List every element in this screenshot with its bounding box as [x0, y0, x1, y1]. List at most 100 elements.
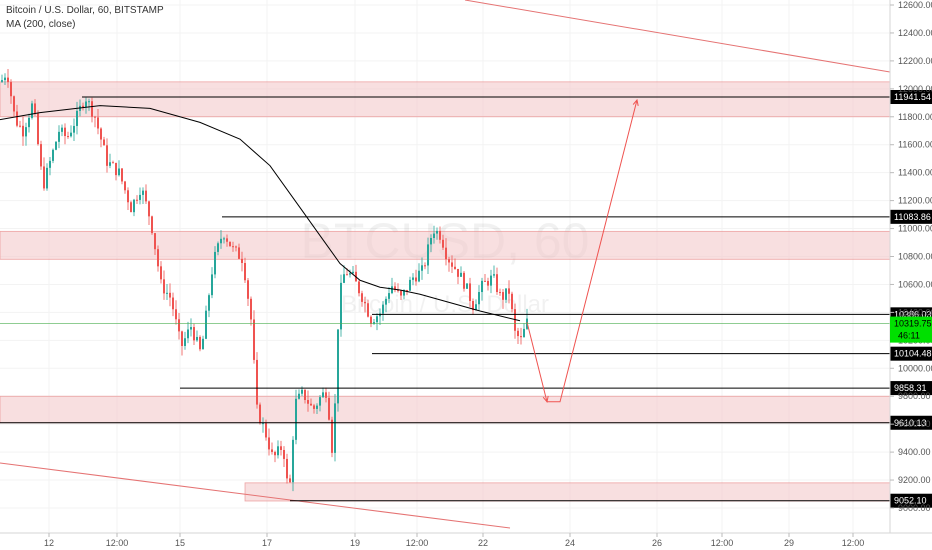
- candle-body: [481, 280, 483, 293]
- candle-body: [202, 338, 204, 350]
- x-tick-label: 12:00: [711, 538, 734, 548]
- x-tick-label: 19: [350, 538, 360, 548]
- candle-body: [310, 403, 312, 406]
- candle-body: [337, 329, 339, 404]
- candle-body: [460, 272, 462, 277]
- upper-trendline: [464, 0, 891, 73]
- candle-body: [124, 181, 126, 191]
- candle-body: [331, 419, 333, 453]
- candle-body: [241, 258, 243, 264]
- candle-body: [109, 162, 111, 166]
- x-tick-label: 12:00: [406, 538, 429, 548]
- y-tick-label: 12600.00: [898, 0, 932, 10]
- current-price-label: 10319.75: [894, 319, 932, 329]
- candle-body: [367, 303, 369, 317]
- candle-body: [259, 404, 261, 424]
- lower-trendline: [0, 462, 511, 529]
- candle-body: [454, 266, 456, 269]
- candle-body: [397, 290, 399, 292]
- candle-body: [169, 292, 171, 298]
- candle-body: [190, 327, 192, 330]
- candle-body: [427, 244, 429, 266]
- candle-body: [394, 286, 396, 291]
- candle-body: [70, 132, 72, 137]
- candle-body: [499, 292, 501, 294]
- candle-body: [307, 400, 309, 404]
- candle-body: [382, 304, 384, 314]
- bar-countdown-label: 46:11: [898, 331, 920, 341]
- x-tick-label: 12:00: [842, 538, 865, 548]
- candle-body: [289, 478, 291, 483]
- candle-body: [49, 160, 51, 168]
- candle-body: [52, 149, 54, 161]
- candle-body: [523, 328, 525, 338]
- candle-body: [313, 405, 315, 409]
- candle-body: [472, 300, 474, 311]
- candle-body: [334, 403, 336, 453]
- candle-body: [127, 190, 129, 203]
- candle-body: [244, 263, 246, 281]
- candle-body: [223, 238, 225, 240]
- candle-body: [448, 259, 450, 263]
- candle-body: [82, 105, 84, 108]
- level-tag: [890, 90, 932, 105]
- candle-body: [442, 239, 444, 248]
- y-tick-label: 10800.00: [898, 252, 932, 262]
- candle-body: [145, 190, 147, 202]
- candle-body: [184, 338, 186, 346]
- candle-body: [64, 127, 66, 137]
- candle-body: [364, 301, 366, 304]
- x-tick-label: 24: [565, 538, 575, 548]
- candle-body: [415, 277, 417, 282]
- candle-body: [469, 283, 471, 301]
- candle-body: [10, 82, 12, 97]
- candle-body: [484, 280, 486, 282]
- candle-body: [136, 199, 138, 201]
- level-tag-label: 10386.03: [894, 309, 932, 319]
- candle-body: [106, 145, 108, 166]
- candle-body: [343, 274, 345, 283]
- price-axis: 12600.00 12400.00 12200.00 12000.00 11800.00…: [889, 0, 932, 533]
- candle-body: [475, 304, 477, 311]
- candle-body: [97, 117, 99, 129]
- candle-body: [319, 397, 321, 406]
- candle-body: [211, 274, 213, 296]
- candle-body: [295, 398, 297, 440]
- y-tick-label: 9000.00: [898, 503, 931, 513]
- projection-path: [526, 99, 638, 403]
- candle-body: [208, 295, 210, 311]
- level-tag-label: 9858.31: [894, 383, 927, 393]
- candle-body: [505, 288, 507, 300]
- candle-body: [31, 103, 33, 118]
- candle-body: [292, 439, 294, 483]
- candle-body: [205, 310, 207, 339]
- candle-body: [112, 162, 114, 164]
- level-tag-label: 10104.48: [894, 349, 932, 359]
- candle-body: [277, 446, 279, 456]
- candle-body: [271, 449, 273, 452]
- candle-body: [193, 327, 195, 341]
- candle-body: [325, 392, 327, 398]
- candle-body: [100, 128, 102, 140]
- candle-body: [379, 313, 381, 317]
- y-tick-label: 9600.00: [898, 419, 931, 429]
- candle-body: [163, 279, 165, 294]
- ma-200-line: [0, 105, 521, 322]
- candle-body: [7, 77, 9, 83]
- candle-body: [40, 144, 42, 167]
- y-tick-label: 11400.00: [898, 168, 932, 178]
- candle-body: [148, 201, 150, 217]
- candle-body: [385, 298, 387, 305]
- candle-body: [373, 322, 375, 324]
- candle-body: [388, 293, 390, 299]
- candle-body: [1, 80, 3, 82]
- candle-body: [115, 162, 117, 176]
- y-tick-label: 9200.00: [898, 475, 931, 485]
- candle-body: [253, 319, 255, 360]
- candle-body: [103, 139, 105, 146]
- candle-body: [400, 290, 402, 296]
- candle-body: [235, 246, 237, 248]
- candle-body: [301, 389, 303, 394]
- x-tick-label: 26: [652, 538, 662, 548]
